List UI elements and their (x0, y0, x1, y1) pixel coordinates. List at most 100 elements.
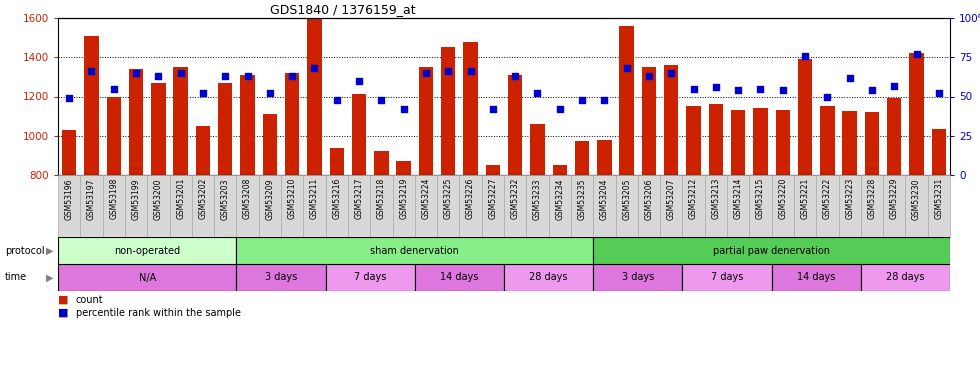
Bar (883, 175, 906, 237)
Point (307, 65, 322, 71)
Bar (236, 175, 259, 237)
Point (62, 95, 77, 101)
Bar (508, 75, 522, 332)
Text: GSM53198: GSM53198 (109, 178, 119, 219)
Text: GSM53230: GSM53230 (912, 178, 921, 220)
Text: GSM53220: GSM53220 (778, 178, 787, 219)
Bar (705, 175, 727, 237)
Text: GSM53200: GSM53200 (154, 178, 163, 220)
Point (106, 86, 122, 92)
Bar (909, 53, 924, 332)
Text: 3 days: 3 days (265, 273, 297, 282)
Text: ▶: ▶ (46, 246, 53, 255)
Text: 28 days: 28 days (529, 273, 567, 282)
Bar (530, 124, 545, 332)
Point (529, 90, 545, 96)
Bar (928, 175, 950, 237)
Bar (553, 165, 567, 332)
Point (775, 87, 791, 93)
Text: GSM53209: GSM53209 (266, 178, 274, 220)
Bar (664, 65, 678, 332)
Bar (593, 264, 682, 291)
Point (508, 73, 523, 79)
Bar (593, 237, 950, 264)
Text: GSM53197: GSM53197 (87, 178, 96, 220)
Bar (504, 264, 593, 291)
Bar (906, 175, 928, 237)
Point (686, 86, 702, 92)
Text: protocol: protocol (5, 246, 44, 255)
Text: count: count (75, 295, 103, 305)
Point (842, 75, 858, 81)
Bar (686, 106, 701, 332)
Bar (682, 175, 705, 237)
Text: time: time (5, 273, 27, 282)
Text: GSM53212: GSM53212 (689, 178, 698, 219)
Text: GSM53229: GSM53229 (890, 178, 899, 219)
Bar (775, 110, 790, 332)
Point (440, 68, 456, 74)
Text: GSM53231: GSM53231 (934, 178, 944, 219)
Bar (352, 93, 367, 332)
Text: GDS1840 / 1376159_at: GDS1840 / 1376159_at (270, 3, 416, 16)
Text: GSM53215: GSM53215 (756, 178, 765, 219)
Text: GSM53205: GSM53205 (622, 178, 631, 220)
Bar (486, 165, 500, 332)
Point (663, 70, 679, 76)
Bar (173, 67, 188, 332)
Bar (441, 48, 456, 332)
Bar (798, 59, 812, 332)
Bar (58, 175, 80, 237)
Bar (192, 175, 214, 237)
Bar (731, 110, 746, 332)
Bar (575, 141, 589, 332)
Point (83, 68, 99, 74)
Point (262, 90, 277, 96)
Text: GSM53210: GSM53210 (288, 178, 297, 219)
Text: ■: ■ (58, 308, 69, 318)
Text: GSM53227: GSM53227 (488, 178, 498, 219)
Text: GSM53196: GSM53196 (65, 178, 74, 220)
Point (887, 82, 903, 88)
Bar (771, 264, 860, 291)
Point (730, 87, 746, 93)
Bar (103, 175, 124, 237)
Text: GSM53228: GSM53228 (867, 178, 876, 219)
Text: GSM53232: GSM53232 (511, 178, 519, 219)
Point (597, 97, 612, 103)
Text: 14 days: 14 days (797, 273, 835, 282)
Text: 3 days: 3 days (621, 273, 654, 282)
Text: GSM53213: GSM53213 (711, 178, 720, 219)
Text: GSM53222: GSM53222 (823, 178, 832, 219)
Point (618, 65, 634, 71)
Point (552, 106, 567, 112)
Point (284, 73, 300, 79)
Bar (418, 67, 433, 332)
Bar (482, 175, 504, 237)
Text: 14 days: 14 days (440, 273, 478, 282)
Bar (843, 111, 857, 332)
Bar (860, 264, 950, 291)
Bar (887, 99, 902, 332)
Text: GSM53225: GSM53225 (444, 178, 453, 219)
Bar (307, 18, 321, 332)
Bar (147, 175, 170, 237)
Bar (303, 175, 325, 237)
Bar (504, 175, 526, 237)
Text: percentile rank within the sample: percentile rank within the sample (75, 308, 241, 318)
Text: GSM53218: GSM53218 (377, 178, 386, 219)
Point (931, 90, 947, 96)
Text: ■: ■ (58, 295, 69, 305)
Bar (794, 175, 816, 237)
Bar (62, 130, 76, 332)
Point (908, 51, 924, 57)
Point (641, 73, 657, 79)
Bar (464, 42, 478, 332)
Bar (709, 104, 723, 332)
Bar (80, 175, 103, 237)
Bar (214, 175, 236, 237)
Bar (124, 175, 147, 237)
Bar (619, 26, 634, 332)
Bar (415, 175, 437, 237)
Text: N/A: N/A (138, 273, 156, 282)
